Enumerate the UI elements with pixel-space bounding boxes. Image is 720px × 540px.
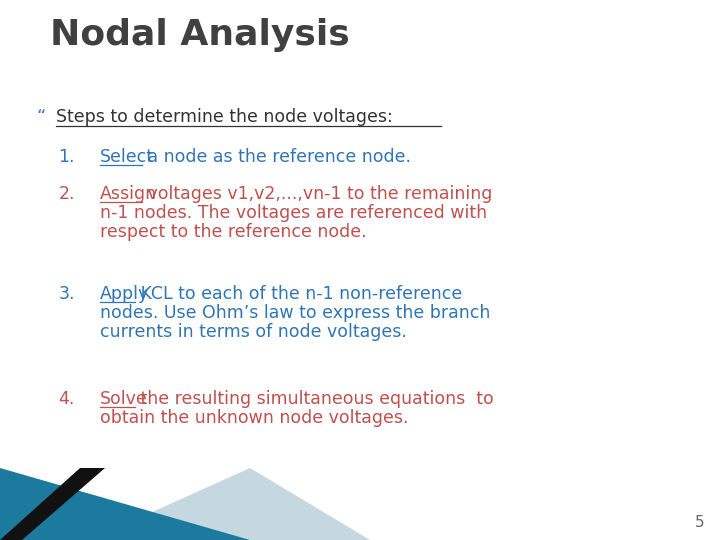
Text: voltages v1,v2,...,vn-1 to the remaining: voltages v1,v2,...,vn-1 to the remaining bbox=[142, 185, 492, 203]
Text: nodes. Use Ohm’s law to express the branch: nodes. Use Ohm’s law to express the bran… bbox=[100, 304, 490, 322]
Text: Steps to determine the node voltages:: Steps to determine the node voltages: bbox=[56, 108, 392, 126]
Text: n-1 nodes. The voltages are referenced with: n-1 nodes. The voltages are referenced w… bbox=[100, 204, 487, 222]
Text: 1.: 1. bbox=[58, 148, 75, 166]
Text: 4.: 4. bbox=[58, 390, 75, 408]
Text: obtain the unknown node voltages.: obtain the unknown node voltages. bbox=[100, 409, 408, 427]
Polygon shape bbox=[0, 468, 105, 540]
Text: 2.: 2. bbox=[58, 185, 75, 203]
Text: Solve: Solve bbox=[100, 390, 148, 408]
Text: 3.: 3. bbox=[58, 285, 75, 303]
Text: the resulting simultaneous equations  to: the resulting simultaneous equations to bbox=[135, 390, 494, 408]
Polygon shape bbox=[90, 468, 370, 540]
Text: respect to the reference node.: respect to the reference node. bbox=[100, 223, 366, 241]
Text: KCL to each of the n-1 non-reference: KCL to each of the n-1 non-reference bbox=[135, 285, 462, 303]
Text: “: “ bbox=[36, 108, 45, 126]
Text: 5: 5 bbox=[696, 515, 705, 530]
Text: a node as the reference node.: a node as the reference node. bbox=[142, 148, 411, 166]
Text: Nodal Analysis: Nodal Analysis bbox=[50, 18, 350, 52]
Text: Apply: Apply bbox=[100, 285, 149, 303]
Polygon shape bbox=[0, 468, 250, 540]
Text: currents in terms of node voltages.: currents in terms of node voltages. bbox=[100, 323, 407, 341]
Text: Select: Select bbox=[100, 148, 154, 166]
Text: Assign: Assign bbox=[100, 185, 157, 203]
